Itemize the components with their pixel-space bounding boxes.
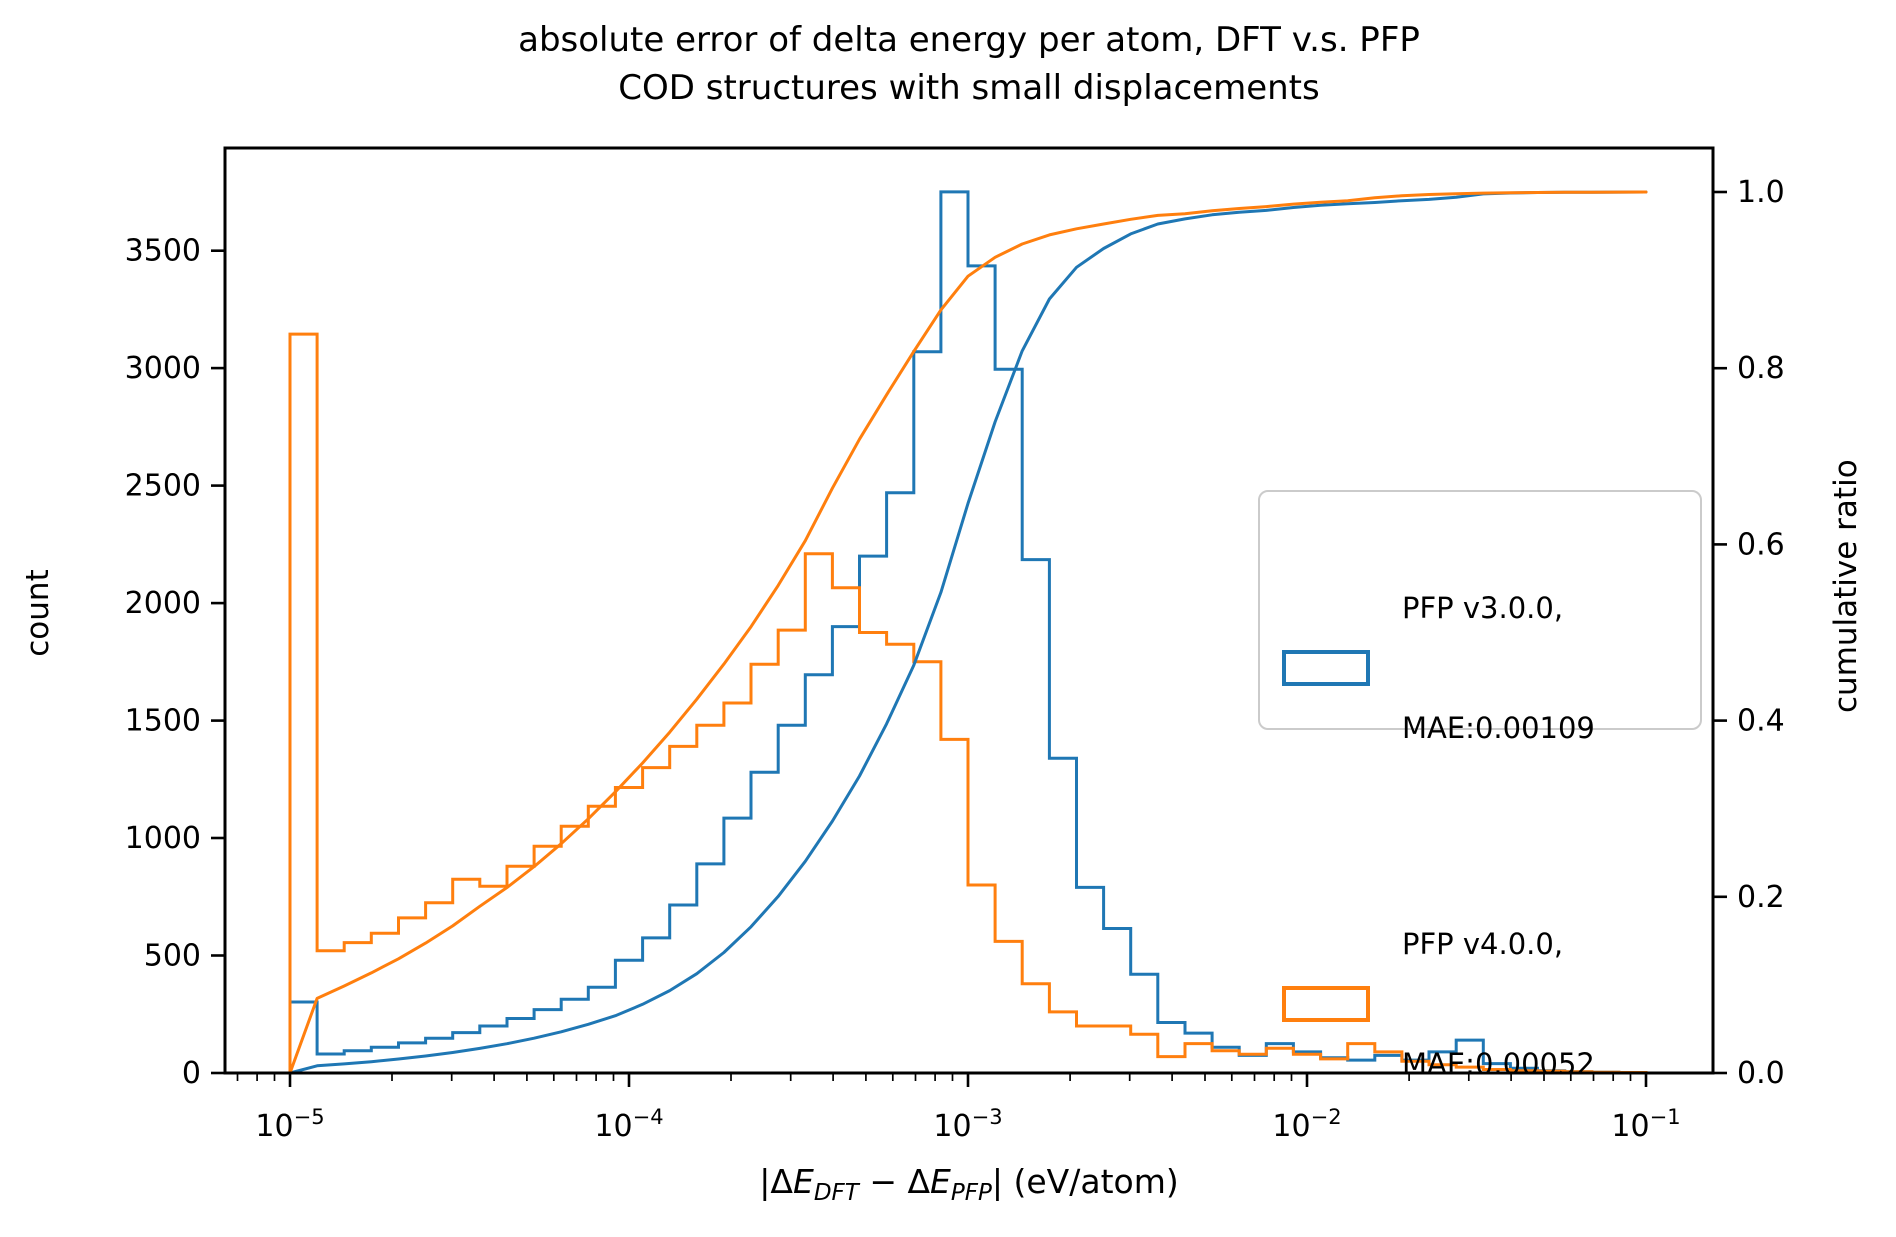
y-left-tick-label: 0 xyxy=(182,1056,201,1091)
histogram-pfp-v4 xyxy=(288,332,1648,1074)
y-left-tick-label: 500 xyxy=(144,939,201,974)
legend-item-pfp-v4: PFP v4.0.0, MAE:0.00052 xyxy=(1282,844,1700,1164)
x-tick-label: 10−4 xyxy=(594,1105,663,1144)
y-axis-label-left: count xyxy=(20,569,56,657)
x-tick-label: 10−5 xyxy=(255,1105,324,1144)
y-left-tick-label: 1000 xyxy=(125,821,201,856)
y-left-tick-label: 1500 xyxy=(125,704,201,739)
chart-title-line1: absolute error of delta energy per atom,… xyxy=(518,20,1420,60)
cumulative-curve-pfp-v4 xyxy=(288,190,1648,1075)
y-right-tick-label: 0.0 xyxy=(1737,1056,1785,1091)
y-right-tick-label: 0.8 xyxy=(1737,351,1785,386)
histogram-pfp-v3 xyxy=(288,190,1648,1074)
y-right-tick-label: 0.2 xyxy=(1737,880,1785,915)
y-axis-label-right: cumulative ratio xyxy=(1828,459,1864,713)
legend: PFP v3.0.0, MAE:0.00109 PFP v4.0.0, MAE:… xyxy=(1258,490,1702,1081)
y-left-tick-label: 2000 xyxy=(125,586,201,621)
x-axis-label: |ΔEDFT − ΔEPFP| (eV/atom) xyxy=(759,1162,1179,1206)
y-left-tick-label: 3500 xyxy=(125,234,201,269)
y-right-tick-label: 0.4 xyxy=(1737,704,1785,739)
legend-item-pfp-v3: PFP v3.0.0, MAE:0.00109 xyxy=(1282,508,1700,828)
y-right-tick-label: 0.6 xyxy=(1737,527,1785,562)
axes-frame xyxy=(223,146,1715,1075)
legend-swatch-pfp-v3 xyxy=(1282,650,1370,686)
x-tick-label: 10−2 xyxy=(1272,1105,1341,1144)
cumulative-curve-pfp-v3 xyxy=(288,190,1648,1075)
legend-swatch-pfp-v4 xyxy=(1282,986,1370,1022)
x-tick-label: 10−3 xyxy=(933,1105,1002,1144)
y-right-tick-label: 1.0 xyxy=(1737,175,1785,210)
chart-title-line2: COD structures with small displacements xyxy=(618,68,1320,108)
y-left-tick-label: 3000 xyxy=(125,351,201,386)
chart-title: absolute error of delta energy per atom,… xyxy=(225,16,1713,112)
legend-label-pfp-v3: PFP v3.0.0, MAE:0.00109 xyxy=(1402,591,1595,745)
y-left-tick-label: 2500 xyxy=(125,469,201,504)
x-tick-label: 10−1 xyxy=(1611,1105,1680,1144)
legend-label-pfp-v4: PFP v4.0.0, MAE:0.00052 xyxy=(1402,927,1595,1081)
